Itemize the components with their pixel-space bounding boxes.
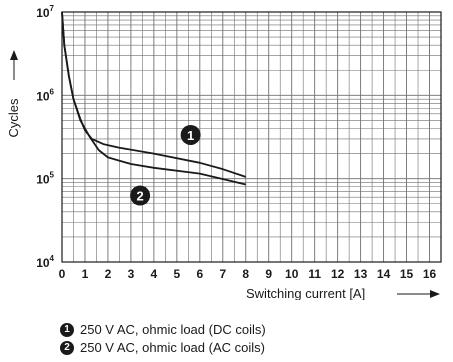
plot-frame bbox=[61, 11, 442, 263]
x-tick-label: 0 bbox=[59, 267, 66, 281]
x-tick-label: 7 bbox=[219, 267, 226, 281]
x-tick-label: 11 bbox=[308, 267, 321, 281]
series-marker-label-1: 1 bbox=[187, 128, 194, 143]
y-tick-label: 107 bbox=[36, 4, 54, 20]
chart: 12 0 1 2 3 4 5 6 7 8 9 10 11 12 13 14 15 16 104105106107… bbox=[6, 4, 442, 300]
y-tick-label: 105 bbox=[36, 171, 54, 187]
y-tick-labels: 104 105 106 107 bbox=[36, 4, 54, 270]
x-tick-label: 13 bbox=[354, 267, 368, 281]
x-axis-label: Switching current [A] bbox=[246, 286, 365, 300]
y-tick-label: 104 bbox=[36, 254, 54, 270]
legend-marker-2: 2 bbox=[60, 340, 74, 355]
x-tick-label: 3 bbox=[128, 267, 135, 281]
x-tick-label: 6 bbox=[196, 267, 203, 281]
x-tick-label: 16 bbox=[423, 267, 437, 281]
x-tick-labels: 0 1 2 3 4 5 6 7 8 9 10 11 12 13 14 15 16 bbox=[59, 267, 437, 281]
x-tick-label: 5 bbox=[174, 267, 181, 281]
x-tick-label: 8 bbox=[242, 267, 249, 281]
series-line-2 bbox=[61, 11, 246, 186]
series-marker-label-2: 2 bbox=[136, 189, 143, 204]
y-axis-arrow-head bbox=[10, 50, 18, 60]
y-tick-label: 106 bbox=[36, 87, 54, 103]
x-axis-arrow-head bbox=[430, 290, 440, 298]
legend-item-2: 2 250 V AC, ohmic load (AC coils) bbox=[60, 340, 265, 355]
y-axis-label: Cycles bbox=[6, 98, 21, 138]
series-marker-1 bbox=[180, 124, 201, 145]
legend-marker-1: 1 bbox=[60, 322, 74, 337]
x-tick-label: 12 bbox=[331, 267, 345, 281]
x-tick-label: 2 bbox=[105, 267, 112, 281]
x-tick-label: 1 bbox=[82, 267, 89, 281]
x-tick-label: 14 bbox=[377, 267, 391, 281]
series-marker-2 bbox=[130, 185, 151, 206]
x-tick-label: 10 bbox=[285, 267, 299, 281]
x-tick-label: 4 bbox=[151, 267, 158, 281]
legend-label-1: 250 V AC, ohmic load (DC coils) bbox=[80, 322, 266, 337]
grid bbox=[61, 11, 442, 263]
series-group: 12 bbox=[61, 11, 247, 206]
x-tick-label: 9 bbox=[265, 267, 272, 281]
legend-label-2: 250 V AC, ohmic load (AC coils) bbox=[80, 340, 265, 355]
x-tick-label: 15 bbox=[400, 267, 414, 281]
legend-item-1: 1 250 V AC, ohmic load (DC coils) bbox=[60, 322, 266, 337]
